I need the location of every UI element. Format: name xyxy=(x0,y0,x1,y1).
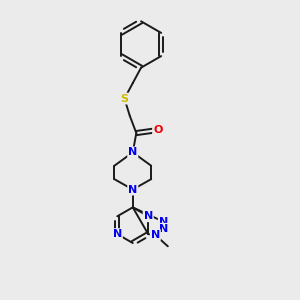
Text: N: N xyxy=(144,211,153,221)
Text: N: N xyxy=(113,229,122,239)
Text: N: N xyxy=(151,230,160,240)
Text: O: O xyxy=(153,125,162,135)
Text: N: N xyxy=(159,224,168,234)
Text: N: N xyxy=(159,217,168,226)
Text: S: S xyxy=(120,94,128,103)
Text: N: N xyxy=(128,184,137,194)
Text: N: N xyxy=(128,147,137,158)
